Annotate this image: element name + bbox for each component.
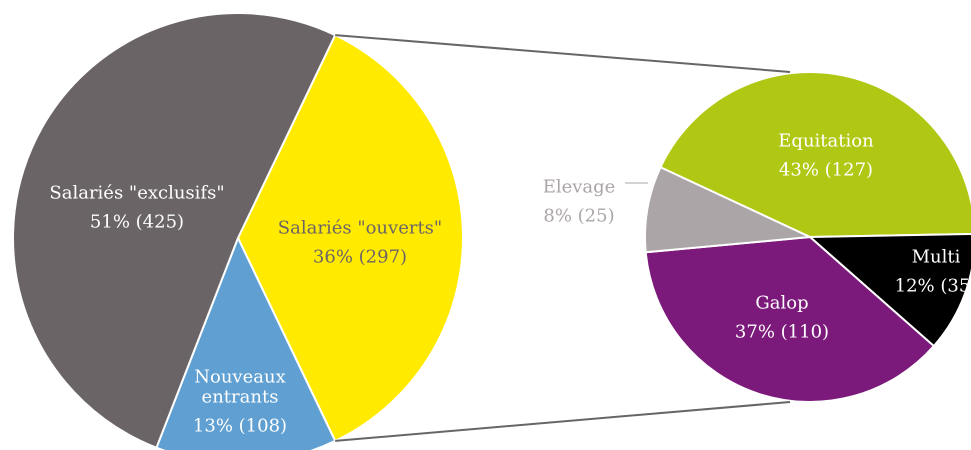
connector-line xyxy=(335,34,791,73)
category-label: Nouveaux entrants xyxy=(194,366,286,408)
slice-label: Salariés "ouverts" 36% (297) xyxy=(278,210,442,277)
category-label: Multi xyxy=(911,246,961,268)
value-label: 51% (425) xyxy=(89,211,185,233)
value-label: 12% (35) xyxy=(894,275,971,297)
pie-slice xyxy=(644,235,936,403)
slice-label: Elevage 8% (25) xyxy=(543,169,616,236)
value-label: 8% (25) xyxy=(543,205,615,227)
slice-label: Equitation 43% (127) xyxy=(778,123,873,190)
pie-slice xyxy=(807,233,971,348)
pie-slice xyxy=(155,235,337,450)
slice-label: Salariés "exclusifs" 51% (425) xyxy=(49,175,224,242)
category-label: Salariés "ouverts" xyxy=(277,217,443,239)
value-label: 36% (297) xyxy=(312,246,408,268)
pie-slice xyxy=(659,71,971,239)
value-label: 13% (108) xyxy=(192,415,288,437)
category-label: Salariés "exclusifs" xyxy=(49,182,225,204)
category-label: Elevage xyxy=(542,176,616,198)
pie-slice xyxy=(236,33,464,443)
connector-line xyxy=(335,401,791,442)
category-label: Equitation xyxy=(778,130,874,152)
slice-label: Nouveaux entrants 13% (108) xyxy=(185,359,295,446)
pie-slice xyxy=(12,11,337,449)
value-label: 37% (110) xyxy=(734,321,830,343)
slice-label: Multi 12% (35) xyxy=(895,239,971,306)
category-label: Galop xyxy=(755,292,809,314)
value-label: 43% (127) xyxy=(778,159,874,181)
slice-label: Galop 37% (110) xyxy=(735,285,829,352)
pie-slice xyxy=(644,165,814,254)
